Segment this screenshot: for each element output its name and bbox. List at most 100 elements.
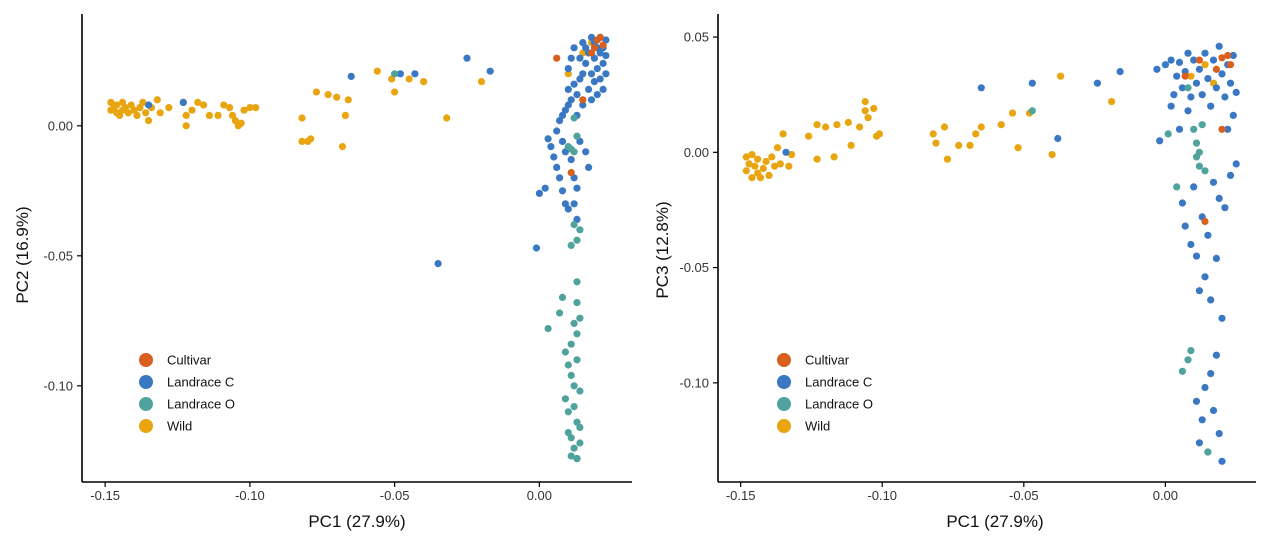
data-point [745, 160, 753, 168]
pc1-pc2-panel: -0.15 -0.10 -0.05 0.00 0.00 -0.05 -0.10 PC1 (2… [0, 0, 640, 544]
data-point [1156, 137, 1164, 145]
data-point [864, 114, 872, 122]
data-point [252, 104, 260, 112]
x-tick-label: -0.05 [1009, 488, 1039, 503]
data-point [200, 101, 208, 109]
data-point [1178, 367, 1186, 375]
data-point [298, 114, 306, 122]
data-point [1212, 351, 1220, 359]
data-point [1212, 254, 1220, 262]
data-point [1190, 183, 1198, 191]
data-point [782, 148, 790, 156]
data-point [582, 59, 590, 67]
data-point [748, 174, 756, 182]
data-point [1048, 151, 1056, 159]
data-point [844, 118, 852, 126]
data-point [573, 455, 581, 463]
data-point [773, 144, 782, 152]
data-point [298, 137, 306, 145]
data-point [182, 122, 190, 130]
data-point [532, 244, 541, 252]
data-point [347, 72, 355, 80]
data-point [573, 356, 581, 364]
data-point [590, 44, 599, 52]
pc1-pc2-scatter-plot: -0.15 -0.10 -0.05 0.00 0.00 -0.05 -0.10 PC1 (2… [13, 14, 632, 531]
data-point [762, 157, 770, 166]
data-point [997, 121, 1005, 129]
x-tick-label: -0.10 [235, 488, 265, 503]
legend-marker [139, 353, 153, 367]
data-point [570, 200, 578, 208]
legend-label: Landrace O [805, 397, 873, 412]
data-point [1184, 356, 1192, 364]
data-point [847, 141, 855, 149]
data-point [751, 162, 759, 170]
data-point [576, 226, 584, 234]
data-point [1192, 252, 1201, 260]
data-point [932, 139, 940, 147]
data-point [1184, 84, 1192, 92]
data-point [1207, 102, 1215, 110]
data-point [1226, 171, 1235, 179]
data-point [405, 75, 413, 83]
data-point [602, 70, 610, 78]
data-point [1178, 199, 1186, 207]
data-point [1190, 56, 1198, 64]
data-point [1229, 51, 1237, 60]
legend-marker [777, 353, 791, 367]
data-point [822, 123, 830, 131]
data-point [1201, 61, 1209, 69]
data-point [576, 439, 584, 447]
data-point [156, 109, 164, 117]
data-point [338, 143, 347, 151]
data-point [1201, 49, 1209, 57]
data-point [1226, 79, 1235, 87]
data-point [237, 119, 245, 127]
data-point [776, 160, 784, 168]
data-point [1184, 107, 1192, 115]
data-point [113, 101, 121, 109]
data-point [576, 423, 584, 431]
data-point [391, 88, 399, 96]
data-point [182, 111, 190, 119]
x-tick-label: 0.00 [527, 488, 552, 503]
data-point [573, 299, 581, 307]
data-point [599, 85, 607, 93]
data-point [1215, 194, 1223, 202]
data-point [420, 78, 428, 86]
data-point [1187, 72, 1195, 80]
data-point [1229, 111, 1237, 119]
data-point [833, 121, 841, 129]
data-point [344, 96, 352, 104]
data-point [856, 123, 864, 131]
data-point [1209, 178, 1218, 186]
data-point [1181, 222, 1189, 230]
x-axis-title: PC1 (27.9%) [308, 512, 405, 531]
data-point [567, 434, 575, 442]
data-point [214, 111, 222, 119]
pc1-pc2-points [107, 33, 610, 463]
data-point [220, 101, 228, 109]
data-point [788, 151, 796, 159]
data-point [570, 444, 578, 452]
data-point [1218, 70, 1226, 78]
data-point [779, 130, 787, 138]
data-point [1218, 125, 1226, 133]
data-point [1198, 121, 1206, 129]
data-point [1028, 107, 1036, 115]
data-point [567, 371, 575, 379]
data-point [1167, 102, 1175, 110]
data-point [1028, 79, 1036, 87]
data-point [1164, 130, 1172, 138]
y-axis-title: PC2 (16.9%) [13, 206, 32, 303]
data-point [556, 174, 564, 182]
data-point [567, 156, 575, 164]
data-point [570, 148, 578, 156]
data-point [576, 314, 584, 322]
legend: Cultivar Landrace C Landrace O Wild [139, 353, 235, 434]
data-point [590, 78, 599, 86]
data-point [564, 70, 572, 78]
data-point [570, 44, 578, 52]
data-point [561, 395, 570, 403]
data-point [587, 96, 596, 104]
